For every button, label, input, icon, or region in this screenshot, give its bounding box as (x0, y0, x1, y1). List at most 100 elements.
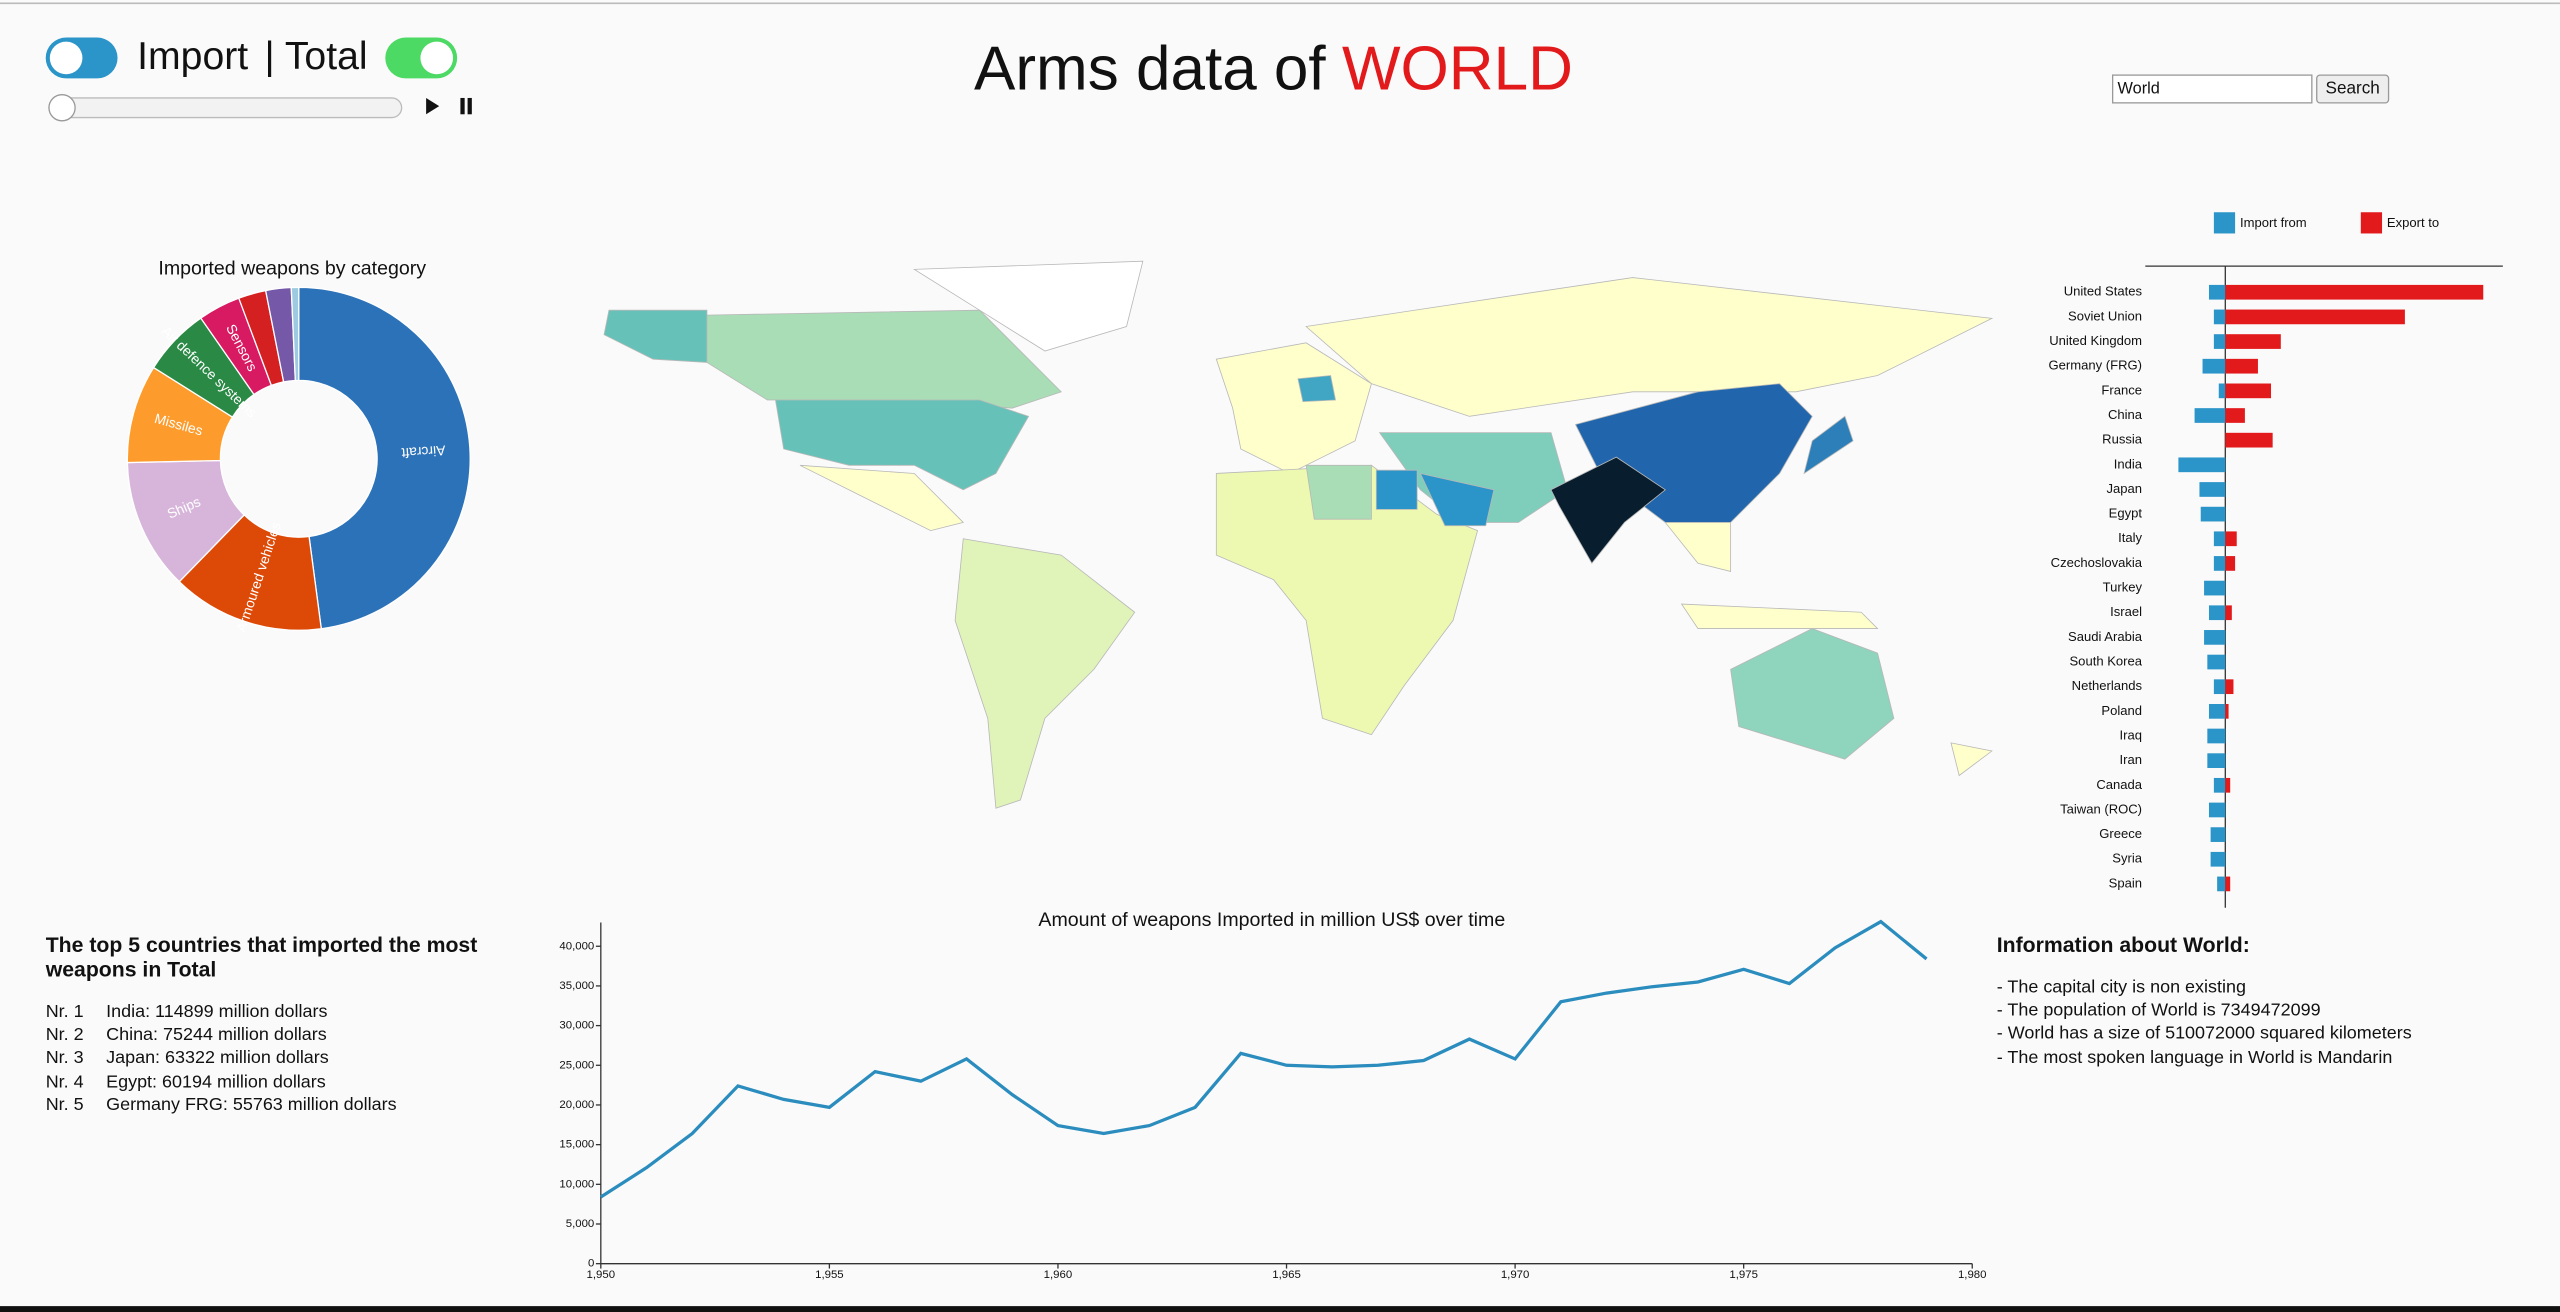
country[interactable] (775, 399, 1030, 491)
bar (2207, 753, 2226, 768)
legend-swatch (2360, 212, 2383, 234)
country[interactable] (1680, 603, 1879, 629)
bar (2225, 777, 2231, 793)
y-tick-label: 40,000 (559, 940, 594, 952)
bar (2207, 728, 2226, 744)
toggle-knob[interactable] (420, 41, 454, 75)
top-countries-list: Nr. 1 India: 114899 million dollars Nr. 2 C… (46, 1001, 565, 1117)
country[interactable] (1550, 456, 1666, 564)
bar-label: Soviet Union (2068, 308, 2142, 323)
bar-label: Syria (2112, 851, 2142, 866)
import-toggle[interactable] (45, 37, 118, 79)
bar-label: Taiwan (ROC) (2060, 801, 2142, 816)
x-tick-label: 1,960 (1044, 1269, 1073, 1281)
bar-label: Egypt (2109, 506, 2143, 521)
toggle-knob[interactable] (49, 41, 83, 75)
total-toggle[interactable] (385, 37, 458, 79)
rank: Nr. 3 (45, 1048, 84, 1069)
bar-label: Czechoslovakia (2051, 555, 2143, 570)
country[interactable] (1305, 464, 1372, 520)
top-countries: The top 5 countries that imported the mo… (46, 932, 565, 1117)
play-button[interactable] (426, 97, 440, 115)
info-list: - The capital city is non existing - The … (1997, 976, 2536, 1069)
country[interactable] (1730, 628, 1895, 760)
country[interactable] (1664, 522, 1732, 572)
bar (2210, 851, 2226, 867)
bar (2225, 605, 2232, 621)
bar (2225, 358, 2258, 374)
bar (2225, 334, 2281, 349)
bar (2204, 630, 2226, 645)
info-line: - World has a size of 510072000 squared … (1996, 1024, 2412, 1044)
x-tick-label: 1,980 (1958, 1269, 1987, 1281)
bar (2213, 556, 2226, 571)
bar (2225, 383, 2272, 399)
bar-label: United States (2064, 284, 2143, 299)
bar (2225, 556, 2236, 571)
toggle-label: Import (137, 35, 248, 78)
search-button-label[interactable]: Search (2326, 78, 2380, 98)
slider-knob[interactable] (48, 94, 76, 122)
legend-label: Export to (2387, 215, 2439, 230)
bar (2204, 580, 2226, 596)
top-country: Nr. 1 India: 114899 million dollars (46, 1001, 565, 1024)
bar (2213, 679, 2226, 695)
country[interactable] (912, 260, 1144, 352)
country-text: Japan: 63322 million dollars (106, 1048, 329, 1069)
title-text: Arms data of (974, 35, 1326, 104)
country[interactable] (1378, 432, 1568, 523)
year-slider[interactable] (48, 94, 403, 122)
top-country: Nr. 3 Japan: 63322 million dollars (46, 1047, 565, 1070)
country-text: China: 75244 million dollars (106, 1025, 327, 1046)
search-button[interactable] (2316, 74, 2390, 104)
bottom-bar (0, 1306, 2560, 1312)
country[interactable] (1297, 375, 1337, 403)
bar (2225, 679, 2234, 695)
bar-label: Saudi Arabia (2068, 629, 2143, 644)
country-text: Egypt: 60194 million dollars (106, 1072, 326, 1092)
bar-label: South Korea (2069, 653, 2142, 668)
chart-title: Amount of weapons Imported in million US… (1038, 909, 1505, 931)
rank: Nr. 2 (45, 1025, 84, 1046)
x-tick-label: 1,975 (1729, 1269, 1758, 1281)
pause-button[interactable] (460, 97, 472, 115)
info-line: - The population of World is 7349472099 (1996, 1001, 2321, 1021)
bar (2199, 482, 2226, 497)
country[interactable] (1375, 469, 1418, 510)
rank: Nr. 5 (45, 1095, 84, 1115)
bar-label: United Kingdom (2049, 333, 2142, 348)
country[interactable] (799, 464, 965, 532)
pause-bar[interactable] (460, 97, 465, 115)
bar-label: Germany (FRG) (2049, 358, 2143, 373)
bar-label: Iraq (2120, 727, 2142, 742)
bar-label: Israel (2110, 604, 2142, 619)
bar (2213, 777, 2226, 793)
country[interactable] (1215, 464, 1479, 736)
top-country: Nr. 2 China: 75244 million dollars (46, 1024, 565, 1047)
legend-label: Import from (2240, 215, 2307, 230)
pie-slice (290, 286, 300, 382)
bar (2208, 284, 2226, 300)
country[interactable] (1215, 342, 1372, 474)
y-tick-label: 20,000 (559, 1099, 594, 1111)
pause-bar[interactable] (467, 97, 472, 115)
country[interactable] (1419, 472, 1495, 527)
pie-slice (298, 286, 471, 630)
page-title: Arms data of WORLD (974, 35, 1573, 104)
country[interactable] (1305, 277, 1994, 417)
info: Information about World: - The capital c… (1997, 932, 2536, 1069)
bar-label: Iran (2120, 752, 2142, 767)
bar (2210, 827, 2226, 842)
bar (2225, 432, 2273, 448)
bar (2217, 876, 2226, 892)
country[interactable] (954, 538, 1136, 809)
country[interactable] (1950, 742, 1993, 777)
country[interactable] (603, 309, 708, 363)
y-tick-label: 25,000 (559, 1059, 594, 1071)
country[interactable] (1803, 415, 1854, 475)
search-input[interactable] (2111, 74, 2313, 104)
slider-track[interactable] (48, 97, 403, 119)
search-value[interactable]: World (2118, 79, 2160, 97)
